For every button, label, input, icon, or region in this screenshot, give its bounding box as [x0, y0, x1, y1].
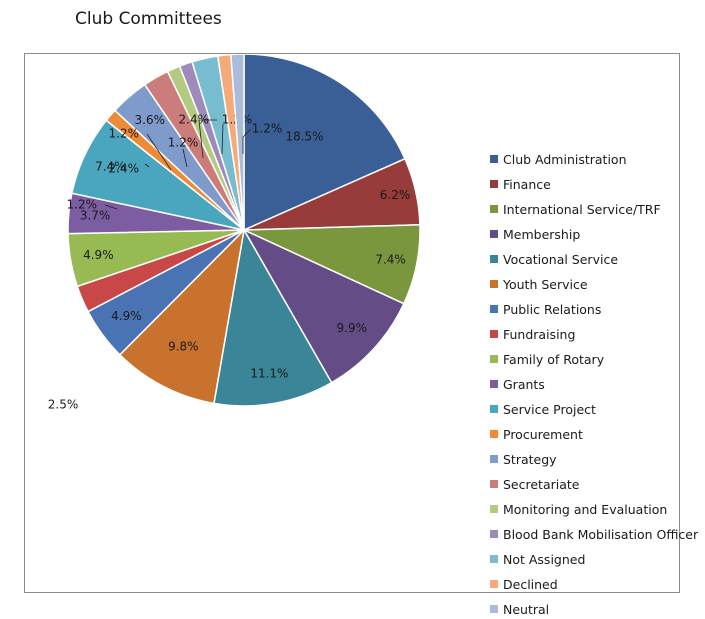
leader-line-neutral: [242, 128, 252, 154]
legend-item-monitoring-and-evaluation: Monitoring and Evaluation: [490, 499, 667, 519]
leader-line-not-assigned: [198, 119, 217, 159]
legend-item-club-administration: Club Administration: [490, 149, 627, 169]
legend-item-procurement: Procurement: [490, 424, 583, 444]
pie-slice-club-administration: [243, 54, 406, 232]
legend-swatch: [490, 480, 498, 488]
legend-item-blood-bank-mobilisation-officer: Blood Bank Mobilisation Officer: [490, 524, 698, 544]
legend-item-membership: Membership: [490, 224, 580, 244]
legend-item-youth-service: Youth Service: [490, 274, 588, 294]
legend-swatch: [490, 505, 498, 513]
legend-swatch: [490, 405, 498, 413]
data-label-family-of-rotary: 4.9%: [83, 248, 114, 262]
legend-label: Not Assigned: [503, 551, 586, 567]
legend-item-public-relations: Public Relations: [490, 299, 601, 319]
legend-label: Declined: [503, 576, 558, 592]
data-label-neutral: 1.2%: [252, 122, 283, 136]
leader-line-procurement: [104, 204, 118, 210]
data-label-service-project: 7.4%: [95, 159, 126, 173]
legend-label: Grants: [503, 376, 545, 392]
legend-label: Strategy: [503, 451, 557, 467]
legend-swatch: [490, 555, 498, 563]
data-label-international-service-trf: 7.4%: [375, 252, 406, 266]
legend-swatch: [490, 605, 498, 613]
leader-line-declined: [221, 123, 224, 155]
legend-label: Finance: [503, 176, 551, 192]
legend-label: Public Relations: [503, 301, 602, 317]
data-label-finance: 6.2%: [380, 188, 411, 202]
legend-swatch: [490, 580, 498, 588]
legend-label: Monitoring and Evaluation: [503, 501, 668, 517]
leader-line-monitoring-and-evaluation: [146, 133, 172, 171]
legend-swatch: [490, 530, 498, 538]
legend-swatch: [490, 255, 498, 263]
legend-swatch: [490, 280, 498, 288]
data-label-not-assigned: 2.4%: [179, 113, 210, 127]
legend-label: Fundraising: [503, 326, 576, 342]
legend-item-not-assigned: Not Assigned: [490, 549, 585, 569]
data-label-fundraising: 2.5%: [48, 398, 79, 412]
legend-swatch: [490, 305, 498, 313]
data-label-public-relations: 4.9%: [111, 309, 142, 323]
legend-item-family-of-rotary: Family of Rotary: [490, 349, 604, 369]
legend-swatch: [490, 380, 498, 388]
legend-label: Youth Service: [503, 276, 588, 292]
legend-item-neutral: Neutral: [490, 599, 549, 619]
data-label-grants: 3.7%: [80, 208, 111, 222]
legend-label: Family of Rotary: [503, 351, 605, 367]
data-label-procurement: 1.2%: [67, 198, 98, 212]
legend-item-declined: Declined: [490, 574, 558, 594]
data-label-strategy: 3.6%: [135, 113, 166, 127]
legend-item-fundraising: Fundraising: [490, 324, 575, 344]
data-label-membership: 9.9%: [337, 321, 368, 335]
legend-item-vocational-service: Vocational Service: [490, 249, 618, 269]
leader-line-blood-bank-mobilisation-officer: [182, 148, 188, 168]
legend-swatch: [490, 230, 498, 238]
legend-item-international-service-trf: International Service/TRF: [490, 199, 661, 219]
legend-label: Membership: [503, 226, 581, 242]
legend-item-finance: Finance: [490, 174, 551, 194]
legend-item-strategy: Strategy: [490, 449, 557, 469]
data-label-monitoring-and-evaluation: 1.2%: [109, 127, 140, 141]
legend-label: Blood Bank Mobilisation Officer: [503, 526, 699, 542]
legend-label: Secretariate: [503, 476, 580, 492]
legend-item-service-project: Service Project: [490, 399, 596, 419]
legend-label: Procurement: [503, 426, 583, 442]
legend-swatch: [490, 455, 498, 463]
legend-label: Neutral: [503, 601, 550, 617]
page-title: Club Committees: [75, 9, 222, 29]
data-label-blood-bank-mobilisation-officer: 1.2%: [168, 136, 199, 150]
pie-slice-membership: [242, 228, 405, 384]
legend-swatch: [490, 430, 498, 438]
legend-swatch: [490, 180, 498, 188]
pie-slice-neutral: [230, 54, 245, 231]
legend-item-grants: Grants: [490, 374, 545, 394]
data-label-secretariate: 2.4%: [109, 162, 140, 176]
data-label-vocational-service: 11.1%: [250, 366, 288, 380]
data-label-youth-service: 9.8%: [168, 340, 199, 354]
legend-item-secretariate: Secretariate: [490, 474, 579, 494]
pie-slice-vocational-service: [213, 227, 333, 407]
legend-swatch: [490, 330, 498, 338]
data-label-club-administration: 18.5%: [285, 130, 323, 144]
legend-label: Club Administration: [503, 151, 627, 167]
legend-label: International Service/TRF: [503, 201, 661, 217]
leader-line-secretariate: [144, 163, 150, 168]
pie-chart: 18.5% 6.2% 7.4% 9.9% 11.1% 9.8% 4.9% 2.5% 4.9% 3.…: [48, 54, 421, 412]
legend-swatch: [490, 155, 498, 163]
legend-label: Service Project: [503, 401, 596, 417]
legend-label: Vocational Service: [503, 251, 619, 267]
legend-swatch: [490, 205, 498, 213]
legend-swatch: [490, 355, 498, 363]
pie-slice-youth-service: [118, 227, 246, 405]
chart-area: 18.5% 6.2% 7.4% 9.9% 11.1% 9.8% 4.9% 2.5% 4.9% 3.…: [24, 53, 698, 617]
